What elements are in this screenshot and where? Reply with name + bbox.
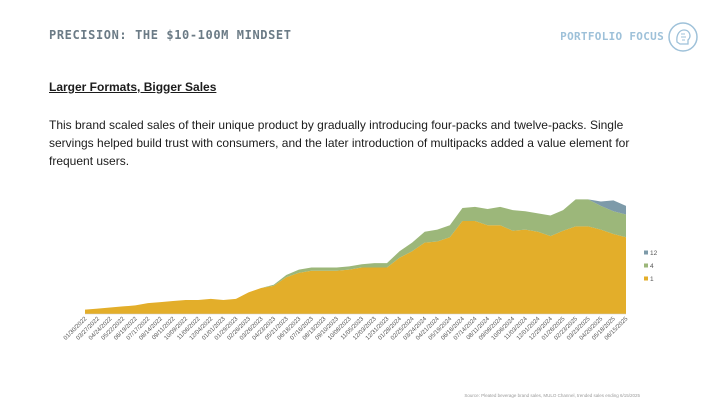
brand-logo-icon <box>668 22 698 52</box>
source-note: Source: Pleated beverage brand sales, MU… <box>464 393 640 398</box>
area-series-4 <box>85 199 626 310</box>
page-header-title: PRECISION: THE $10-100M MINDSET <box>49 28 292 42</box>
legend-label-1: 1 <box>650 276 654 283</box>
legend-label-12: 12 <box>650 250 658 257</box>
area-series-1 <box>85 220 626 314</box>
brand-name: PORTFOLIO FOCUS <box>560 30 664 43</box>
legend-swatch-1 <box>644 276 648 281</box>
legend-swatch-12 <box>644 250 648 255</box>
legend-label-4: 4 <box>650 263 654 270</box>
section-title: Larger Formats, Bigger Sales <box>49 80 217 94</box>
section-body-text: This brand scaled sales of their unique … <box>49 118 630 168</box>
legend-swatch-4 <box>644 263 648 268</box>
